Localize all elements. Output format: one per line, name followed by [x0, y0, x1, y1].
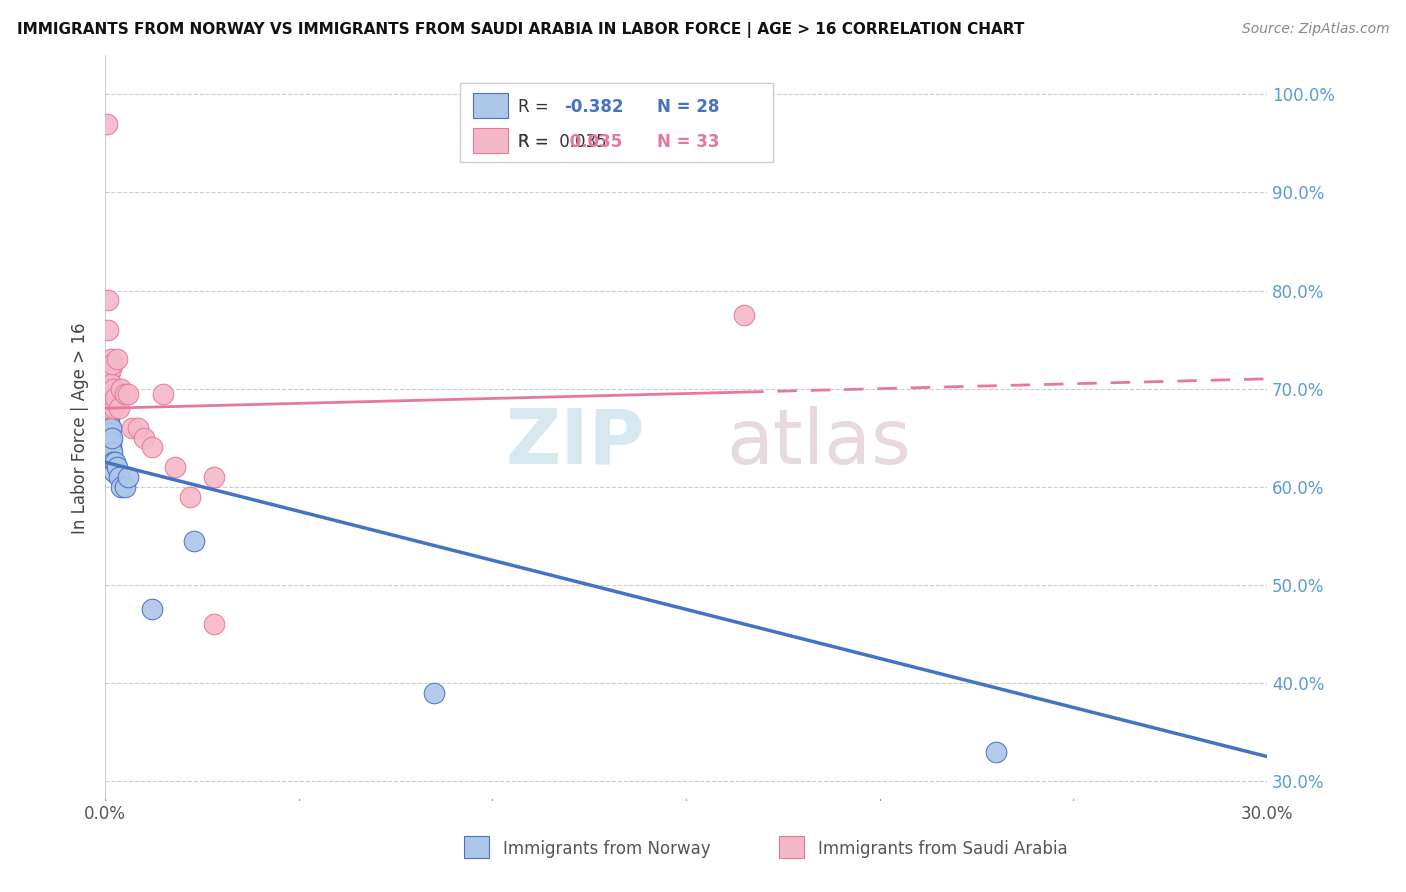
Text: IMMIGRANTS FROM NORWAY VS IMMIGRANTS FROM SAUDI ARABIA IN LABOR FORCE | AGE > 16: IMMIGRANTS FROM NORWAY VS IMMIGRANTS FRO… — [17, 22, 1024, 38]
Point — [163, 460, 186, 475]
Point — [101, 382, 124, 396]
Point — [100, 362, 122, 376]
Point — [94, 396, 117, 410]
Point — [96, 401, 118, 416]
Point — [101, 445, 124, 459]
Point — [127, 421, 149, 435]
Text: N = 28: N = 28 — [657, 97, 720, 116]
Bar — [779, 836, 804, 858]
Point — [104, 392, 127, 406]
Text: Immigrants from Norway: Immigrants from Norway — [503, 840, 711, 858]
Text: Immigrants from Saudi Arabia: Immigrants from Saudi Arabia — [818, 840, 1069, 858]
Point — [105, 352, 128, 367]
Text: 0.035: 0.035 — [564, 133, 623, 151]
Point — [202, 617, 225, 632]
Point — [110, 382, 132, 396]
Text: N = 33: N = 33 — [657, 133, 720, 151]
Point — [98, 416, 121, 430]
Point — [117, 470, 139, 484]
Point — [101, 431, 124, 445]
Point — [97, 411, 120, 425]
Point — [96, 401, 118, 416]
Point — [98, 421, 121, 435]
Point — [132, 431, 155, 445]
Point — [105, 460, 128, 475]
Point — [103, 401, 125, 416]
Text: ZIP: ZIP — [506, 406, 645, 480]
Point — [107, 470, 129, 484]
Point — [96, 392, 118, 406]
Point — [97, 293, 120, 308]
Point — [96, 401, 118, 416]
Point — [98, 382, 121, 396]
Point — [97, 411, 120, 425]
Point — [101, 357, 124, 371]
Point — [97, 323, 120, 337]
Point — [423, 686, 446, 700]
Point — [114, 480, 136, 494]
Point — [100, 441, 122, 455]
FancyBboxPatch shape — [474, 93, 509, 118]
Point — [103, 465, 125, 479]
Point — [98, 401, 121, 416]
Text: Source: ZipAtlas.com: Source: ZipAtlas.com — [1241, 22, 1389, 37]
Point — [100, 421, 122, 435]
Point — [733, 308, 755, 322]
Point — [98, 425, 121, 440]
Bar — [464, 836, 489, 858]
Point — [97, 372, 120, 386]
Point — [114, 386, 136, 401]
Point — [100, 376, 122, 391]
Point — [96, 396, 118, 410]
Point — [984, 745, 1007, 759]
Point — [117, 386, 139, 401]
Point — [96, 372, 118, 386]
FancyBboxPatch shape — [460, 84, 773, 161]
Point — [121, 421, 143, 435]
Point — [110, 480, 132, 494]
Y-axis label: In Labor Force | Age > 16: In Labor Force | Age > 16 — [72, 322, 89, 533]
Point — [96, 406, 118, 420]
Point — [98, 367, 121, 381]
Point — [98, 431, 121, 445]
Text: R =  0.035: R = 0.035 — [517, 133, 606, 151]
Point — [100, 352, 122, 367]
Text: R =: R = — [517, 97, 554, 116]
Point — [141, 441, 163, 455]
Text: R =: R = — [517, 133, 554, 151]
Point — [94, 396, 117, 410]
Point — [96, 117, 118, 131]
Point — [101, 455, 124, 469]
Point — [152, 386, 174, 401]
Point — [97, 416, 120, 430]
Text: atlas: atlas — [727, 406, 911, 480]
Point — [183, 533, 205, 548]
Point — [104, 455, 127, 469]
Point — [107, 401, 129, 416]
FancyBboxPatch shape — [474, 128, 509, 153]
Point — [179, 490, 201, 504]
Point — [100, 435, 122, 450]
Point — [141, 602, 163, 616]
Text: -0.382: -0.382 — [564, 97, 624, 116]
Point — [202, 470, 225, 484]
